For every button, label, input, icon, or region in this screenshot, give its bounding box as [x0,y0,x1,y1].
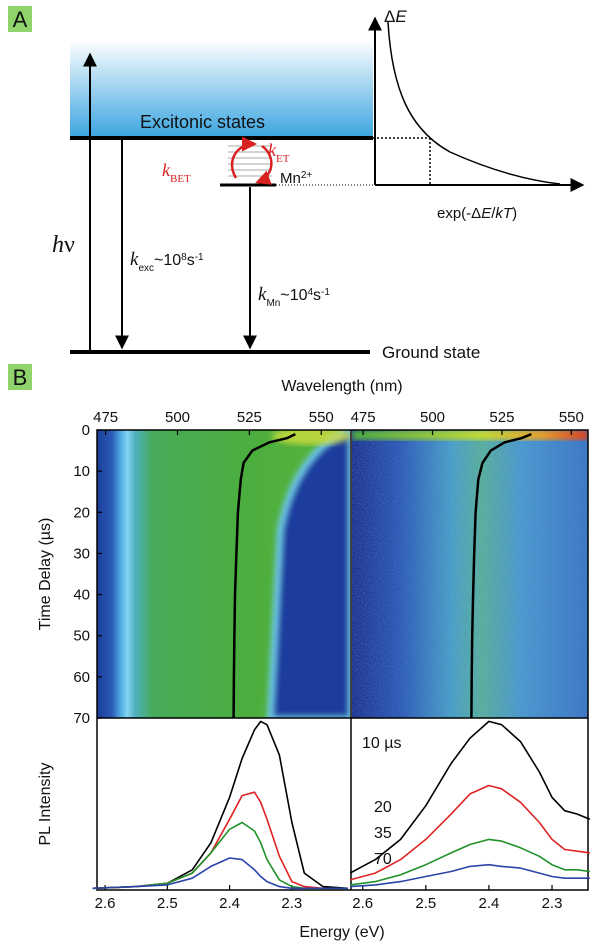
back-transfer-arrow [230,136,257,179]
y-tick-label: 10 [73,463,90,480]
x-tick-label: 550 [309,409,334,426]
x-tick-label: 475 [93,409,118,426]
y-tick-label: 40 [73,587,90,604]
y-tick-label: 60 [73,669,90,686]
k-bet-label: kBET [162,160,191,185]
x-tick-label: 500 [420,409,445,426]
energy-axis-label: ΔE [384,7,407,26]
peak-trace [232,432,296,719]
excitonic-label: Excitonic states [140,112,265,132]
heatmap-left [97,430,350,718]
x-tick-label: 550 [559,409,584,426]
annotation: 70 [374,851,392,868]
population-axis-label: exp(-ΔE/kT) [437,205,517,222]
y-tick-label: 0 [82,422,90,439]
heatmap-right [352,430,588,718]
hv-label: hν [52,232,75,258]
spectrum-line [92,821,348,890]
spectrum-line [349,720,591,874]
peak-trace [470,432,532,719]
x-tick-label: 2.6 [95,895,116,912]
x-tick-label: 2.4 [219,895,240,912]
x-tick-label: 2.5 [157,895,178,912]
annotation: 10 µs [362,735,401,752]
annotation: 35 [374,825,392,842]
x-tick-label: 2.6 [352,895,373,912]
k-et-label: kET [268,140,290,165]
x-tick-label: 2.3 [542,895,563,912]
transfer-arrow [255,144,273,185]
spectrum-line [349,838,591,886]
panel-label: A [13,7,28,32]
x-tick-label: 2.3 [281,895,302,912]
x-tick-label: 475 [351,409,376,426]
y-axis-title: PL Intensity [37,762,54,845]
panel-label-box [8,6,32,32]
x-tick-label: 500 [165,409,190,426]
y-tick-label: 70 [73,710,90,727]
panel-b: B Wavelength (nm) Energy (eV) Time Delay… [8,364,589,941]
continuum [70,40,373,138]
y-tick-label: 50 [73,628,90,645]
x-tick-label: 2.4 [479,895,500,912]
x-tick-label: 2.5 [415,895,436,912]
x-tick-label: 525 [489,409,514,426]
spectrum-line [349,784,591,881]
y-tick-label: 20 [73,504,90,521]
panel-label: B [13,365,28,390]
ground-label: Ground state [382,343,480,362]
spectrum-line [92,720,348,890]
x-tick-label: 525 [237,409,262,426]
k-mn-label: kMn~104s-1 [258,284,330,309]
x-axis-title: Energy (eV) [299,924,384,941]
x-axis-title: Wavelength (nm) [281,378,402,395]
annotation: 20 [374,799,392,816]
spectrum-line [92,857,348,890]
boltzmann-curve [387,21,561,185]
k-exc-label: kexc~108s-1 [130,249,204,274]
y-tick-label: 30 [73,545,90,562]
y-axis-title: Time Delay (µs) [37,518,54,631]
frame [96,429,589,891]
mn-label: Mn2+ [280,170,312,188]
panel-a: A ΔE Excitonic states Mn2+ kBET kET exp(… [8,6,585,362]
spectrum-line [350,863,590,888]
panel-label-box [8,364,32,390]
